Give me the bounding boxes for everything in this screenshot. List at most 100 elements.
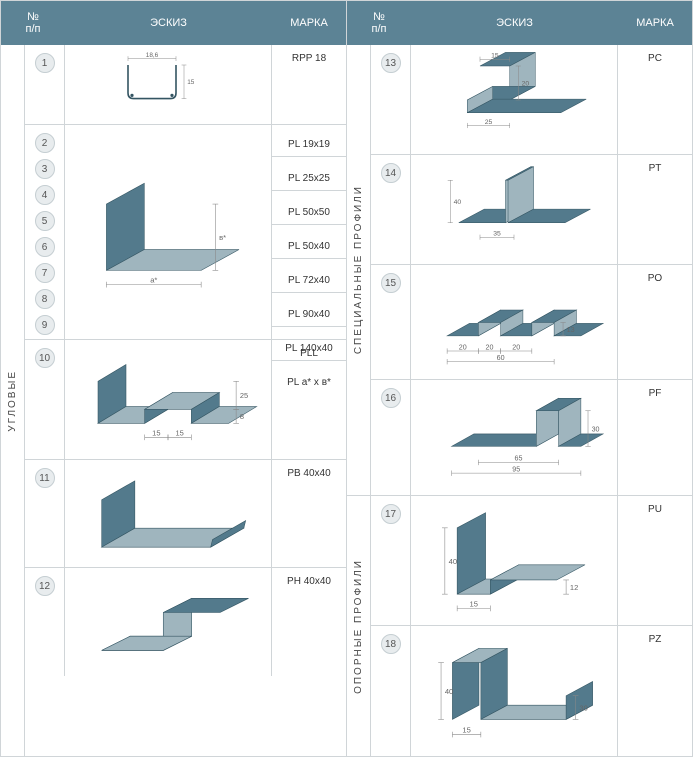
table-row: 13 15 20 25PC [371, 45, 692, 155]
category-group: ОПОРНЫЕ ПРОФИЛИ 17 40 12 15 PU 18 40 30 15 P… [347, 495, 692, 756]
svg-text:65: 65 [514, 455, 522, 463]
table-row: 10 25 8 15 15 PLL [25, 340, 346, 460]
header-no: №п/п [347, 1, 411, 45]
svg-text:12: 12 [570, 582, 578, 591]
row-number-badge: 11 [35, 468, 55, 488]
mark-label: PZ [649, 634, 662, 645]
mark-col: PU [618, 496, 692, 625]
row-number-badge: 8 [35, 289, 55, 309]
row-number-badge: 5 [35, 211, 55, 231]
table-row: 14 40 35 PT [371, 155, 692, 265]
sketch-col [65, 568, 272, 676]
svg-text:30: 30 [579, 703, 587, 712]
mark-label: PL 72x40 [272, 269, 346, 293]
category-label: УГЛОВЫЕ [7, 370, 18, 432]
left-body: УГЛОВЫЕ 1 18,6 15RPP 1823456789 a* в*PL … [1, 45, 346, 756]
num-col: 15 [371, 265, 411, 379]
svg-text:40: 40 [454, 199, 462, 206]
svg-text:15: 15 [176, 428, 184, 437]
mark-col: PO [618, 265, 692, 379]
mark-label: PO [648, 273, 662, 284]
table-row: 12 PH 40x40 [25, 568, 346, 676]
mark-label: PL 19x19 [272, 133, 346, 157]
table-row: 1 18,6 15 RPP 18 [25, 45, 346, 125]
mark-col: PL 19x19 PL 25x25 PL 50x50 PL 50x40 PL 72x40… [272, 125, 346, 339]
svg-text:15: 15 [462, 726, 470, 735]
mark-col: PF [618, 380, 692, 495]
header-right: №п/п ЭСКИЗ МАРКА [347, 1, 692, 45]
left-rows: 1 18,6 15RPP 1823456789 a* в*PL 19x19PL … [25, 45, 346, 756]
num-col: 23456789 [25, 125, 65, 339]
table-row: 17 40 12 15 PU [371, 496, 692, 626]
mark-label: PB 40x40 [287, 468, 330, 479]
row-number-badge: 2 [35, 133, 55, 153]
svg-text:95: 95 [512, 465, 520, 473]
svg-text:в*: в* [219, 233, 226, 242]
category-label: СПЕЦИАЛЬНЫЕ ПРОФИЛИ [353, 185, 364, 354]
svg-text:25: 25 [240, 391, 248, 400]
mark-label: PL 25x25 [272, 167, 346, 191]
mark-col: RPP 18 [272, 45, 346, 124]
category-col-left: УГЛОВЫЕ [1, 45, 25, 756]
num-col: 10 [25, 340, 65, 459]
svg-text:20: 20 [512, 343, 520, 351]
mark-label: PLL [300, 348, 318, 359]
header-sketch: ЭСКИЗ [65, 1, 272, 45]
svg-text:20: 20 [486, 343, 494, 351]
sketch-col: 40 12 15 [411, 496, 618, 625]
row-number-badge: 1 [35, 53, 55, 73]
svg-text:15: 15 [470, 599, 478, 608]
right-rows: 13 15 20 25PC 14 40 35 PT 15 13 20 20 20 60… [371, 45, 692, 495]
category-label: ОПОРНЫЕ ПРОФИЛИ [353, 559, 364, 694]
mark-label: RPP 18 [292, 53, 326, 64]
num-col: 13 [371, 45, 411, 154]
num-col: 16 [371, 380, 411, 495]
mark-label: PL 90x40 [272, 303, 346, 327]
svg-text:35: 35 [493, 230, 501, 237]
profile-catalog-table: №п/п ЭСКИЗ МАРКА УГЛОВЫЕ 1 18,6 15 RPP 18… [0, 0, 693, 757]
header-no: №п/п [1, 1, 65, 45]
svg-text:20: 20 [459, 343, 467, 351]
row-number-badge: 3 [35, 159, 55, 179]
num-col: 1 [25, 45, 65, 124]
svg-text:40: 40 [449, 556, 457, 565]
mark-col: PLL [272, 340, 346, 459]
table-row: 16 30 65 95 PF [371, 380, 692, 495]
row-number-badge: 4 [35, 185, 55, 205]
mark-col: PZ [618, 626, 692, 756]
header-mark: МАРКА [272, 1, 346, 45]
svg-text:18,6: 18,6 [146, 52, 159, 59]
row-number-badge: 10 [35, 348, 55, 368]
num-col: 18 [371, 626, 411, 756]
mark-label: PL 50x40 [272, 235, 346, 259]
row-number-badge: 15 [381, 273, 401, 293]
table-row: 11 PB 40x40 [25, 460, 346, 568]
mark-label: PF [649, 388, 662, 399]
category-col-right: СПЕЦИАЛЬНЫЕ ПРОФИЛИ [347, 45, 371, 495]
right-rows: 17 40 12 15 PU 18 40 30 15 PZ [371, 496, 692, 756]
sketch-col: 40 30 15 [411, 626, 618, 756]
sketch-col: a* в* [65, 125, 272, 339]
svg-text:60: 60 [497, 353, 505, 361]
mark-col: PB 40x40 [272, 460, 346, 567]
row-number-badge: 14 [381, 163, 401, 183]
row-number-badge: 17 [381, 504, 401, 524]
header-mark: МАРКА [618, 1, 692, 45]
sketch-col: 18,6 15 [65, 45, 272, 124]
svg-text:30: 30 [592, 425, 600, 433]
mark-label: PL 50x50 [272, 201, 346, 225]
svg-text:13: 13 [567, 325, 575, 333]
header-left: №п/п ЭСКИЗ МАРКА [1, 1, 346, 45]
sketch-col [65, 460, 272, 567]
mark-label: PU [648, 504, 662, 515]
table-row: 15 13 20 20 20 60 PO [371, 265, 692, 380]
table-row: 18 40 30 15 PZ [371, 626, 692, 756]
mark-col: PH 40x40 [272, 568, 346, 676]
sketch-col: 30 65 95 [411, 380, 618, 495]
mark-label: PT [649, 163, 662, 174]
sketch-col: 25 8 15 15 [65, 340, 272, 459]
num-col: 11 [25, 460, 65, 567]
svg-text:25: 25 [485, 118, 493, 125]
row-number-badge: 13 [381, 53, 401, 73]
row-number-badge: 12 [35, 576, 55, 596]
